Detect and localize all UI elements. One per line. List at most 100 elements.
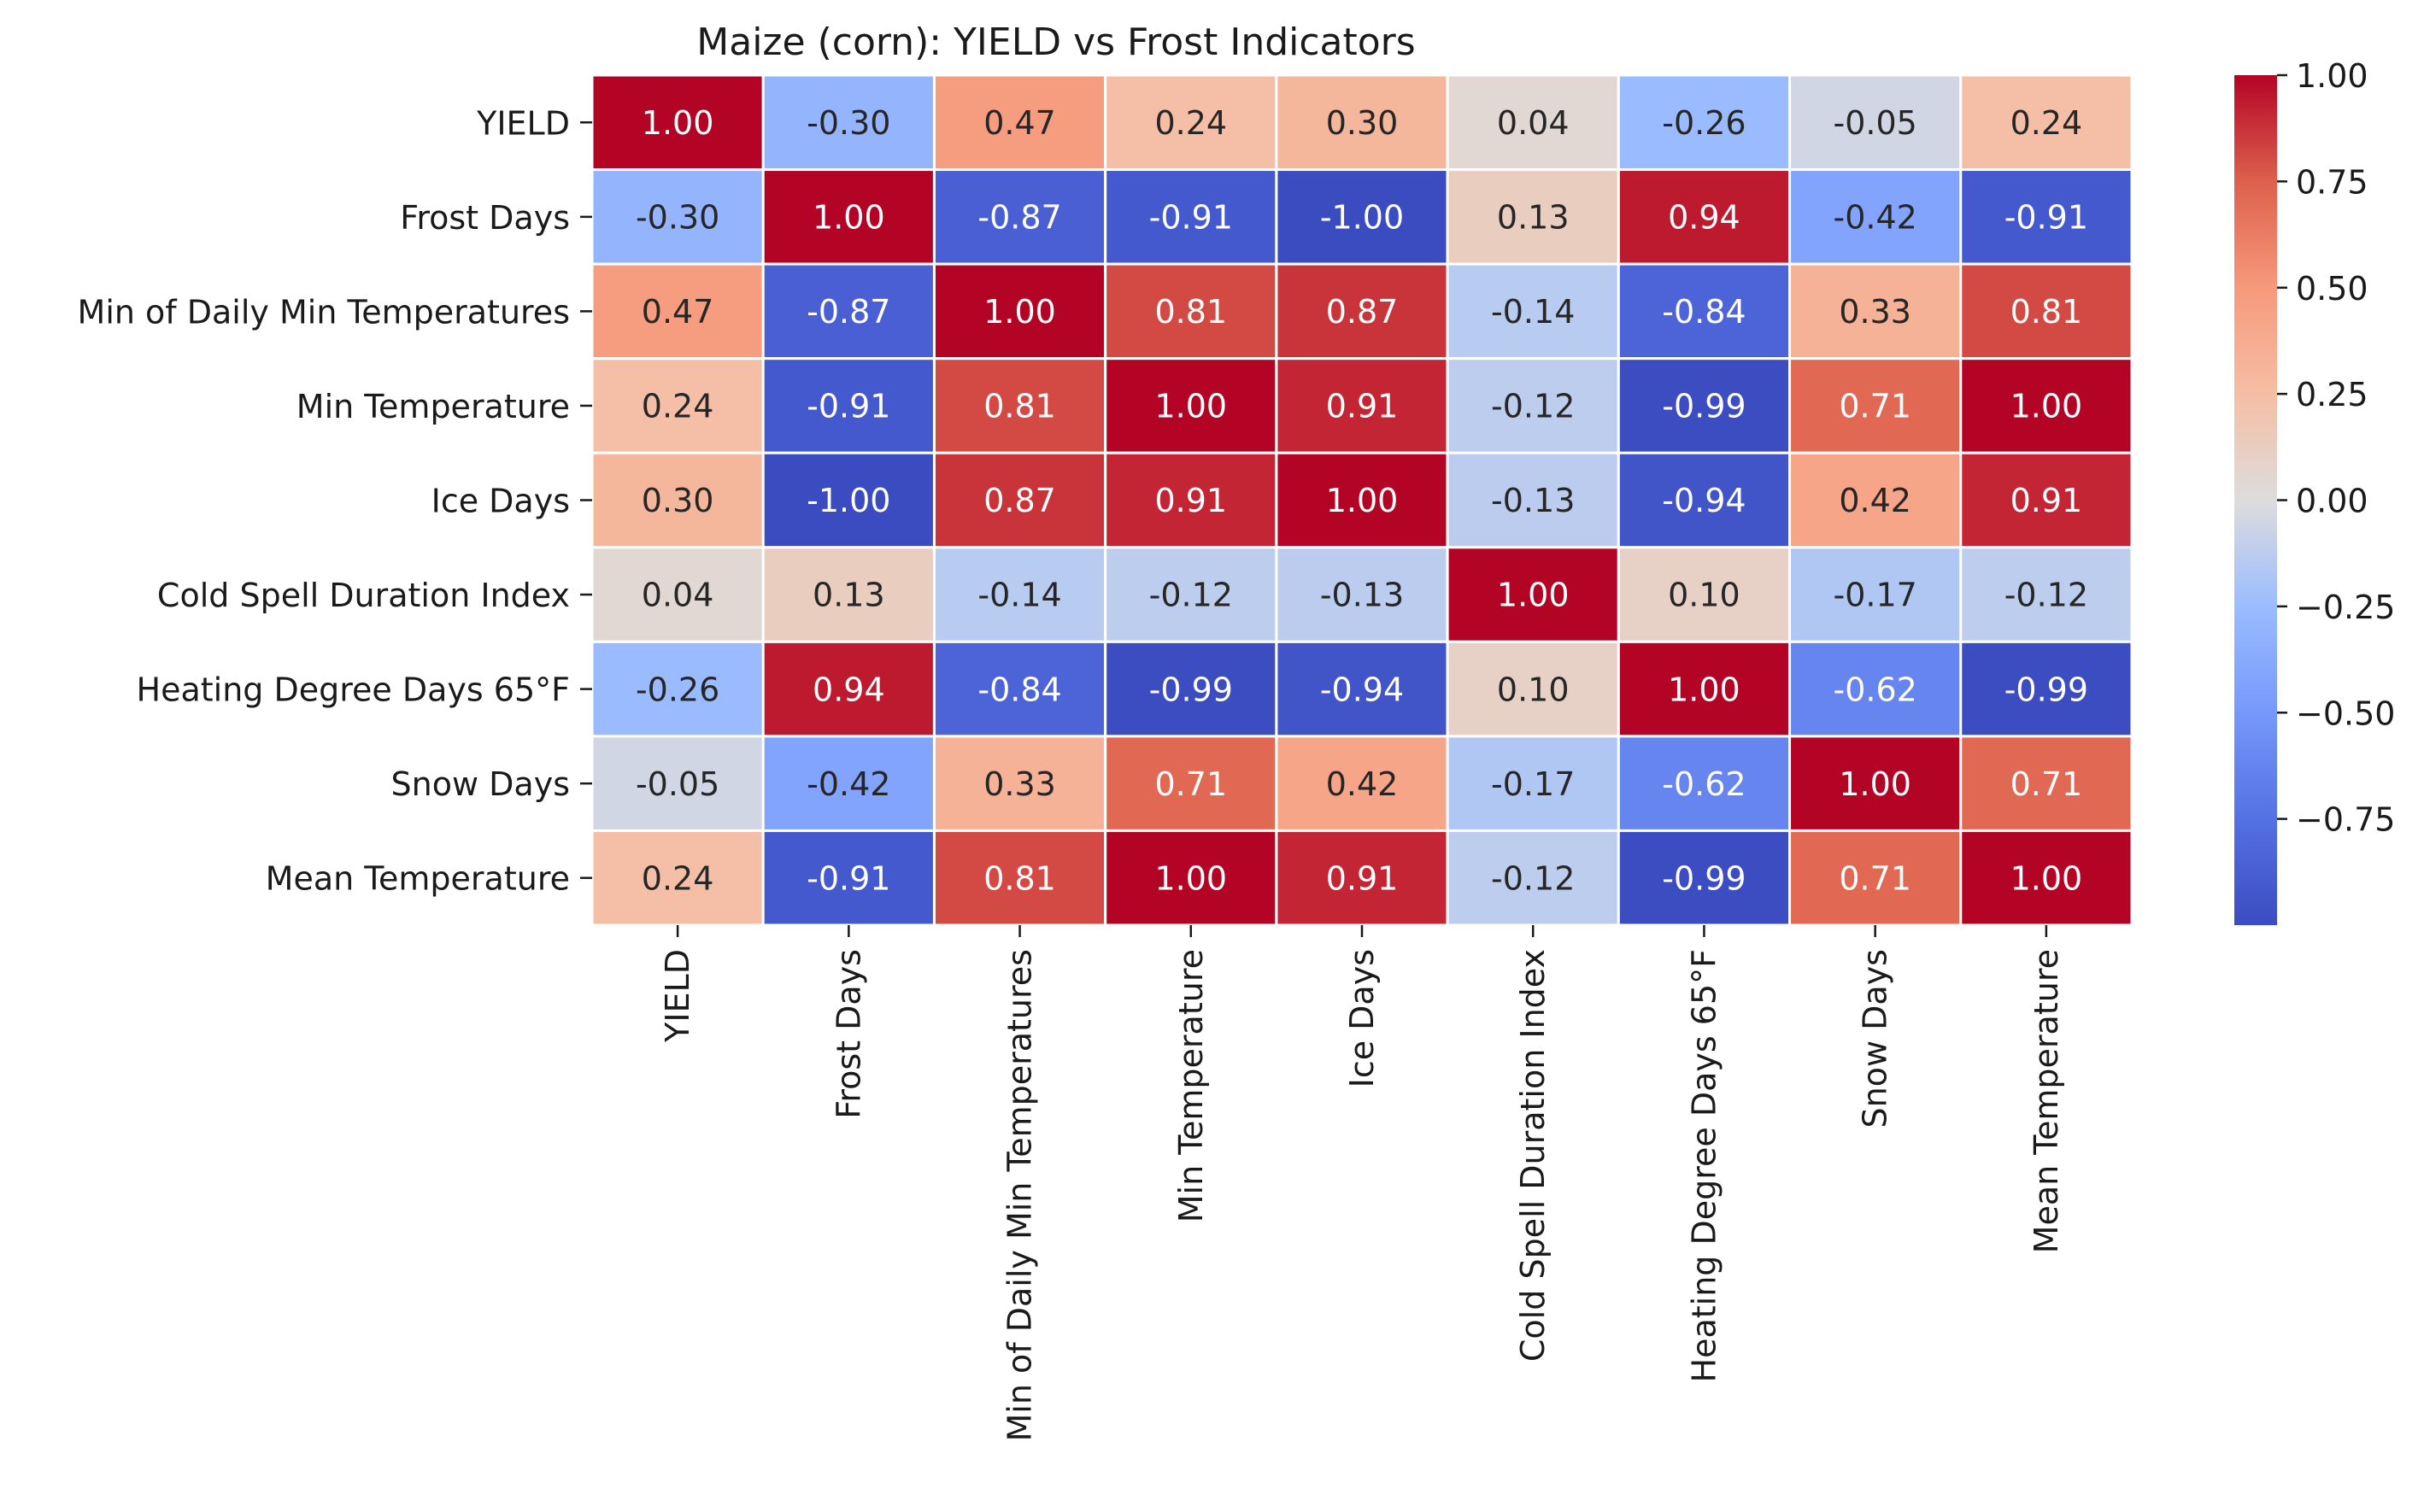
cell-value-label: -0.17 (1834, 577, 1917, 614)
cell-value-label: 1.00 (2010, 859, 2083, 897)
cell-value-label: -1.00 (1320, 199, 1404, 237)
heatmap-cells (590, 73, 2133, 927)
heatmap-cell (1617, 735, 1792, 832)
cell-value-label: 0.47 (642, 293, 714, 331)
heatmap-cell (1959, 168, 2133, 266)
cell-value-label: -0.14 (977, 577, 1061, 614)
row-label: YIELD (476, 104, 570, 142)
heatmap-cell (761, 829, 936, 927)
heatmap-cell (761, 262, 936, 360)
cell-value-label: 0.94 (1668, 199, 1740, 237)
cell-value-label: -0.12 (1491, 859, 1575, 897)
column-label: Min of Daily Min Temperatures (1001, 949, 1039, 1441)
cell-value-label: 0.87 (1326, 293, 1399, 331)
cell-value-label: -0.26 (636, 671, 719, 708)
cell-value-label: 0.24 (642, 388, 714, 425)
heatmap-cell (590, 357, 765, 454)
heatmap-cell (1788, 73, 1963, 172)
cell-value-label: -0.84 (1662, 293, 1746, 331)
heatmap-cell (1104, 546, 1278, 643)
cell-value-label: 0.24 (2010, 104, 2083, 142)
heatmap-cell (932, 546, 1107, 643)
cell-value-label: 1.00 (2010, 388, 2083, 425)
cell-value-label: 1.00 (813, 199, 885, 237)
cell-value-label: 0.33 (983, 765, 1056, 803)
heatmap-cell (1104, 451, 1278, 549)
cell-value-label: -0.99 (1662, 859, 1746, 897)
cell-value-label: 0.91 (1326, 859, 1399, 897)
cell-value-label: 0.71 (2010, 765, 2083, 803)
heatmap-cell (1275, 735, 1449, 832)
cell-value-label: 0.42 (1326, 765, 1399, 803)
heatmap-cell (1959, 262, 2133, 360)
row-label: Snow Days (391, 765, 570, 803)
cell-value-label: 0.94 (813, 671, 885, 708)
cell-value-label: 0.10 (1668, 577, 1740, 614)
column-label: Heating Degree Days 65°F (1685, 949, 1723, 1383)
cell-value-label: -0.99 (1662, 388, 1746, 425)
cell-value-label: 0.91 (1326, 388, 1399, 425)
cell-value-label: -0.13 (1320, 577, 1404, 614)
row-label: Ice Days (431, 483, 570, 520)
cell-value-label: 1.00 (983, 293, 1056, 331)
cell-value-label: -0.99 (2004, 671, 2088, 708)
cell-value-labels: 1.00 -0.30 0.47 0.24 0.30 0.04 -0.26 -0.05 0.24 -… (636, 104, 2088, 897)
cell-value-label: 0.81 (2010, 293, 2083, 331)
column-label: Cold Spell Duration Index (1514, 949, 1552, 1362)
cell-value-label: 0.13 (1497, 199, 1570, 237)
column-label: Snow Days (1857, 949, 1894, 1128)
heatmap-cell (590, 451, 765, 549)
heatmap-cell (1617, 451, 1792, 549)
heatmap-cell (1275, 829, 1449, 927)
cell-value-label: -0.26 (1662, 104, 1746, 142)
heatmap-cell (1617, 829, 1792, 927)
cell-value-label: -0.30 (807, 104, 890, 142)
colorbar-tick-label: −0.50 (2296, 694, 2395, 732)
row-label: Min of Daily Min Temperatures (78, 293, 570, 331)
heatmap-cell (761, 73, 936, 172)
column-label: Mean Temperature (2028, 949, 2065, 1253)
colorbar-tick-label: 1.00 (2296, 57, 2368, 95)
cell-value-label: 1.00 (642, 104, 714, 142)
cell-value-label: 0.04 (1497, 104, 1570, 142)
colorbar-tick-label: 0.75 (2296, 163, 2368, 201)
heatmap-cell (1104, 829, 1278, 927)
cell-value-label: -0.94 (1662, 482, 1746, 519)
heatmap-cell (1275, 546, 1449, 643)
heatmap-cell (590, 735, 765, 832)
cell-value-label: -0.12 (1149, 577, 1233, 614)
cell-value-label: -0.87 (807, 293, 890, 331)
cell-value-label: 1.00 (1154, 859, 1227, 897)
heatmap-cell (1617, 168, 1792, 266)
cell-value-label: -0.99 (1149, 671, 1233, 708)
cell-value-label: -0.05 (636, 765, 719, 803)
row-label: Heating Degree Days 65°F (137, 671, 571, 709)
cell-value-label: -0.12 (2004, 577, 2088, 614)
cell-value-label: -0.62 (1834, 671, 1917, 708)
cell-value-label: 1.00 (1326, 482, 1399, 519)
cell-value-label: 1.00 (1154, 388, 1227, 425)
colorbar: 1.00 0.75 0.50 0.25 0.00 −0.25 −0.50 −0.75 (2234, 57, 2395, 925)
cell-value-label: -0.05 (1834, 104, 1917, 142)
colorbar-tick-label: −0.75 (2296, 801, 2395, 839)
colorbar-gradient (2234, 75, 2277, 925)
cell-value-label: -0.14 (1491, 293, 1575, 331)
heatmap-cell (1446, 829, 1620, 927)
cell-value-label: -0.91 (2004, 199, 2088, 237)
column-labels: YIELD Frost Days Min of Daily Min Temperat… (659, 925, 2065, 1441)
colorbar-tick-label: 0.50 (2296, 270, 2368, 308)
heatmap-cell (761, 546, 936, 643)
heatmap-cell (590, 262, 765, 360)
cell-value-label: 0.81 (1154, 293, 1227, 331)
cell-value-label: 0.42 (1839, 482, 1911, 519)
column-label: YIELD (659, 949, 696, 1043)
heatmap-cell (932, 262, 1107, 360)
heatmap-cell (932, 451, 1107, 549)
heatmap-cell (932, 168, 1107, 266)
cell-value-label: 0.30 (642, 482, 714, 519)
cell-value-label: 1.00 (1839, 765, 1911, 803)
cell-value-label: 0.30 (1326, 104, 1399, 142)
heatmap-cell (932, 829, 1107, 927)
